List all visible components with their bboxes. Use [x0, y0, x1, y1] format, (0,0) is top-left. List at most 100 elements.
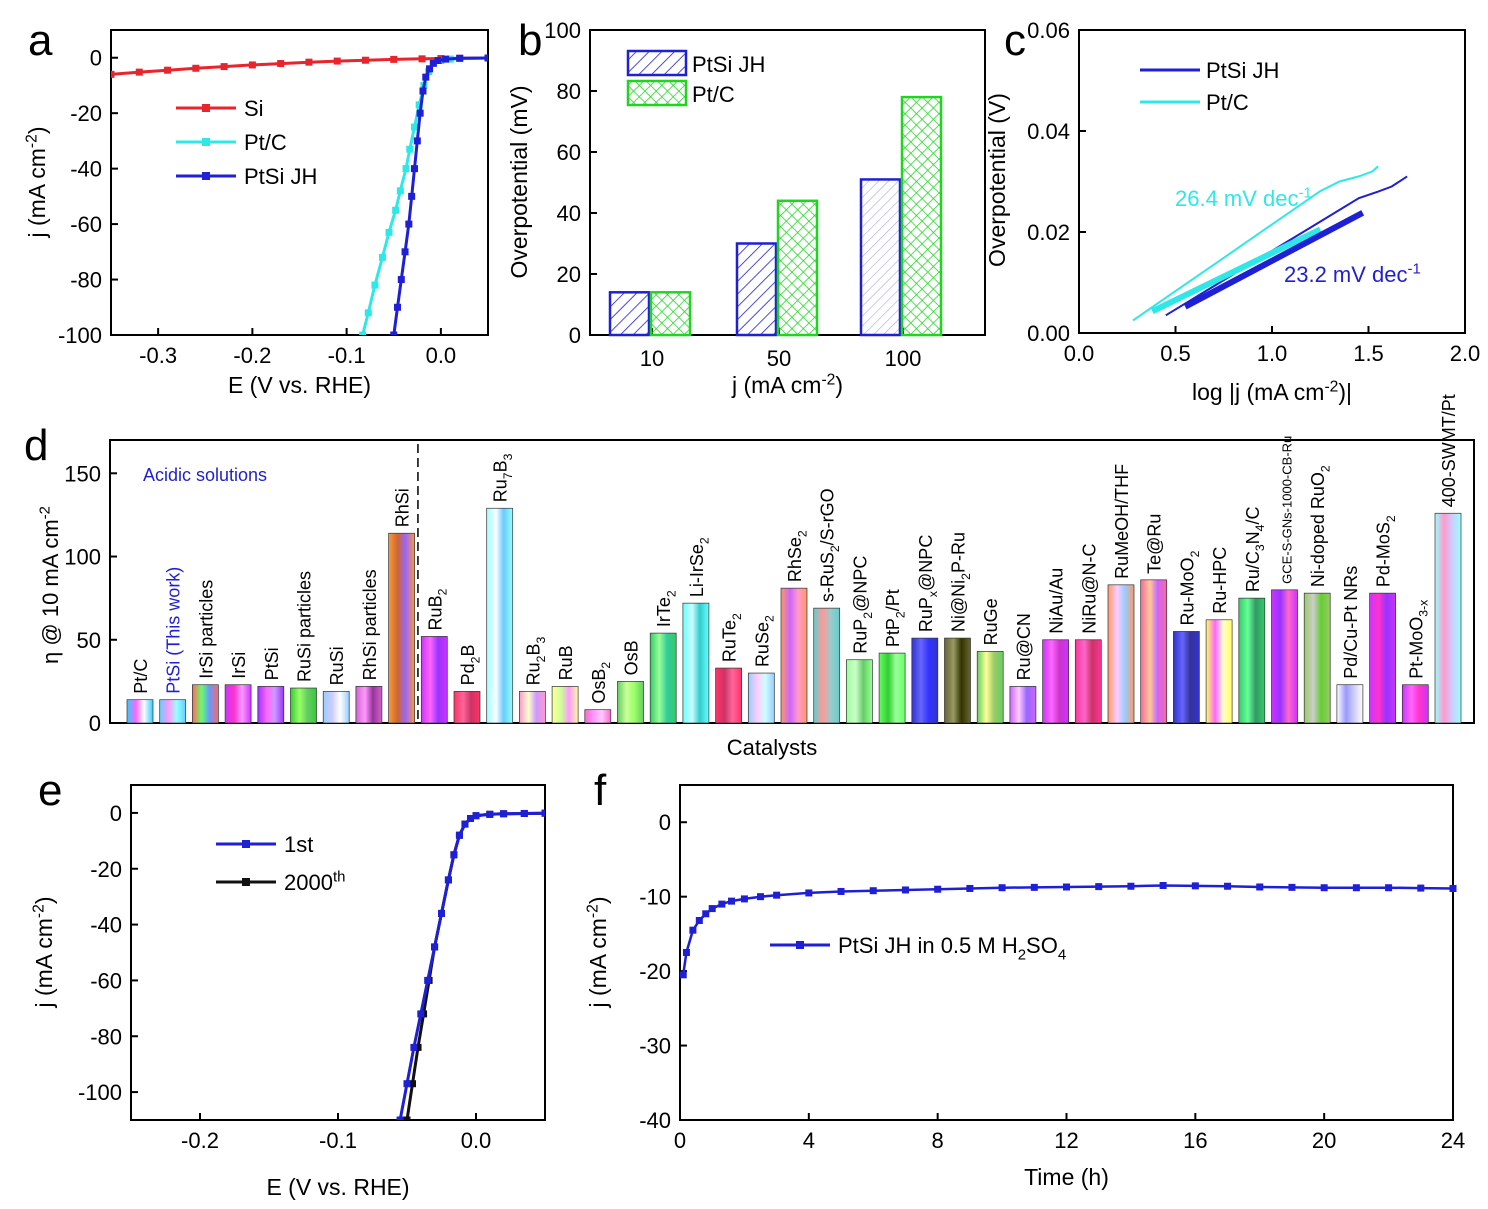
- series-2-point: [408, 192, 416, 200]
- catalyst-label-12: Ru2B3: [523, 637, 547, 686]
- y-tick-label: -40: [90, 913, 122, 938]
- catalyst-label-31: Te@Ru: [1145, 514, 1165, 574]
- series-1-point: [392, 206, 400, 214]
- series-1-point: [402, 165, 410, 173]
- panel-d-letter: d: [24, 421, 48, 470]
- bar-catalyst-15: [617, 681, 644, 724]
- series-2-point: [434, 57, 442, 64]
- series-0-point: [192, 64, 200, 72]
- series-ptsi-stability-point: [757, 893, 765, 901]
- catalyst-label-21: s-RuS2/S-rGO: [818, 488, 842, 602]
- y-tick-label: 0: [110, 801, 122, 826]
- legend-e-1-label: 2000th: [284, 869, 345, 895]
- series-2-point: [484, 54, 488, 62]
- series-1st-point: [410, 1043, 418, 1051]
- y-tick-label: -60: [70, 212, 102, 237]
- series-2-point: [397, 276, 405, 284]
- series-0-point: [305, 58, 313, 66]
- y-tick-label: -40: [639, 1108, 671, 1133]
- catalyst-label-39: Pt-MoO3-x: [1406, 600, 1430, 679]
- bar-catalyst-28: [1042, 639, 1069, 724]
- x-tick-label: 16: [1183, 1128, 1207, 1153]
- x-tick-label: 2.0: [1450, 341, 1481, 366]
- catalyst-label-17: Li-IrSe2: [687, 537, 711, 597]
- series-0-point: [135, 68, 143, 76]
- legend-f-0-marker: [796, 941, 804, 949]
- bar-catalyst-16: [649, 632, 677, 724]
- series-ptsi-stability-point: [869, 887, 877, 895]
- series-2-point: [405, 220, 413, 228]
- y-tick-label: -100: [58, 323, 102, 348]
- series-1st-point: [450, 851, 458, 859]
- y-tick-label: 60: [557, 140, 581, 165]
- y-tick-label: 0.00: [1027, 321, 1070, 346]
- legend-e-0-label: 1st: [284, 832, 313, 857]
- x-tick-label: -0.2: [181, 1128, 219, 1153]
- bar-catalyst-14: [584, 709, 612, 724]
- series-0-point: [248, 61, 256, 69]
- catalyst-label-0: Pt/C: [131, 659, 151, 694]
- bar-catalyst-38: [1369, 592, 1396, 724]
- series-ptsi-stability-point: [695, 916, 703, 924]
- catalyst-label-26: RuGe: [981, 598, 1001, 645]
- panel-d-ylabel: η @ 10 mA cm-2: [37, 506, 63, 664]
- catalyst-label-30: RuMeOH/THF: [1112, 464, 1132, 579]
- bar-catalyst-25: [944, 637, 971, 724]
- series-0-point: [361, 56, 369, 64]
- series-2-point: [429, 59, 437, 67]
- series-1-point: [410, 123, 418, 131]
- series-ptsi-stability-line: [681, 884, 1454, 975]
- series-1st-point: [424, 976, 432, 984]
- bar-catalyst-29: [1074, 639, 1102, 724]
- catalyst-label-5: RuSi particles: [295, 571, 315, 682]
- y-tick-label: -20: [639, 959, 671, 984]
- catalyst-label-27: Ru@CN: [1014, 613, 1034, 680]
- series-ptsi-stability-point: [1320, 884, 1328, 892]
- series-ptsi-stability-point: [773, 891, 781, 899]
- series-2-point: [426, 65, 434, 73]
- bar-catalyst-8: [388, 532, 415, 724]
- series-1st-point: [541, 809, 545, 817]
- series-ptsi-stability-point: [901, 886, 909, 894]
- bar-catalyst-27: [1009, 686, 1037, 724]
- bar-catalyst-39: [1401, 684, 1429, 724]
- series-ptsi-stability-point: [1224, 882, 1232, 890]
- series-ptsi-stability-point: [1159, 882, 1167, 889]
- series-ptsi-stability-point: [998, 884, 1006, 892]
- series-0-point: [277, 60, 285, 68]
- panel-b-xlabel: j (mA cm-2): [731, 371, 843, 398]
- bar-catalyst-23: [878, 652, 906, 724]
- series-1-point: [396, 187, 404, 195]
- series-1-point: [359, 331, 367, 335]
- y-tick-label: 100: [544, 18, 581, 43]
- catalyst-label-23: PtP2/Pt: [883, 589, 907, 647]
- x-tick-label: 100: [885, 346, 922, 371]
- panel-f-letter: f: [594, 766, 607, 815]
- bar-PtC-50: [776, 199, 819, 337]
- series-0-point: [390, 55, 398, 63]
- series-1st-point: [431, 943, 439, 951]
- bar-catalyst-35: [1271, 589, 1298, 724]
- bar-catalyst-40: [1434, 512, 1462, 724]
- series-1-point: [378, 253, 386, 261]
- series-ptsi-stability-point: [708, 905, 716, 913]
- bar-catalyst-22: [846, 659, 873, 724]
- plot-frame: [130, 784, 546, 1121]
- bar-catalyst-36: [1303, 592, 1331, 724]
- bar-catalyst-7: [355, 686, 383, 724]
- series-2-point: [422, 73, 430, 81]
- bar-catalyst-30: [1107, 584, 1135, 724]
- series-1-line: [361, 56, 488, 335]
- bar-catalyst-21: [813, 607, 841, 724]
- panel-b-letter: b: [518, 16, 542, 65]
- panel-d-chart: 0 50 100 150 Pt/C PtSi (This work) IrSi partic…: [24, 394, 1475, 760]
- catalyst-label-8: RhSi: [393, 488, 413, 527]
- panel-e-letter: e: [38, 766, 62, 815]
- series-ptsi-stability-point: [805, 889, 813, 897]
- catalyst-label-11: Ru7B3: [491, 453, 515, 502]
- bar-PtSiJH-50: [735, 242, 778, 337]
- x-tick-label: 20: [1312, 1128, 1336, 1153]
- plot-frame: [679, 784, 1454, 1121]
- series-1st-point: [500, 810, 508, 818]
